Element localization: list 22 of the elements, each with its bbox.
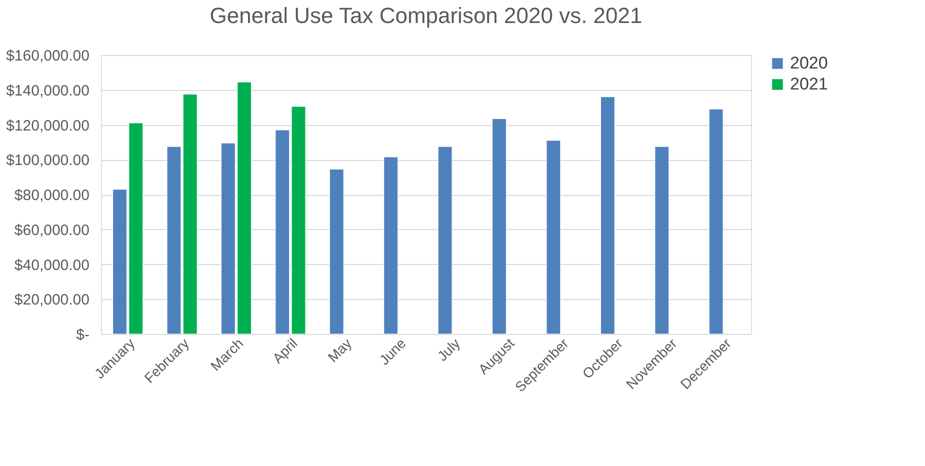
bar bbox=[384, 156, 398, 334]
legend-label: 2020 bbox=[790, 54, 828, 72]
y-tick-label: $100,000.00 bbox=[6, 152, 90, 170]
y-tick-label: $80,000.00 bbox=[14, 187, 90, 204]
bar bbox=[492, 118, 507, 334]
bar bbox=[708, 108, 724, 334]
y-tick-label: $60,000.00 bbox=[14, 222, 90, 239]
bar bbox=[329, 168, 344, 334]
chart-title: General Use Tax Comparison 2020 vs. 2021 bbox=[210, 3, 642, 28]
y-tick-label: $20,000.00 bbox=[14, 292, 90, 309]
bar bbox=[600, 96, 615, 334]
y-tick-label: $40,000.00 bbox=[14, 256, 90, 274]
bar bbox=[654, 146, 670, 334]
legend-label: 2021 bbox=[790, 74, 828, 94]
x-tick-label: July bbox=[434, 335, 464, 364]
y-tick-label: $- bbox=[76, 326, 90, 344]
x-tick-label: May bbox=[324, 335, 355, 366]
bar bbox=[546, 140, 561, 334]
bar bbox=[438, 146, 452, 334]
y-tick-label: $160,000.00 bbox=[6, 48, 90, 64]
y-tick-label: $120,000.00 bbox=[6, 117, 90, 134]
y-tick-label: $140,000.00 bbox=[6, 82, 90, 100]
